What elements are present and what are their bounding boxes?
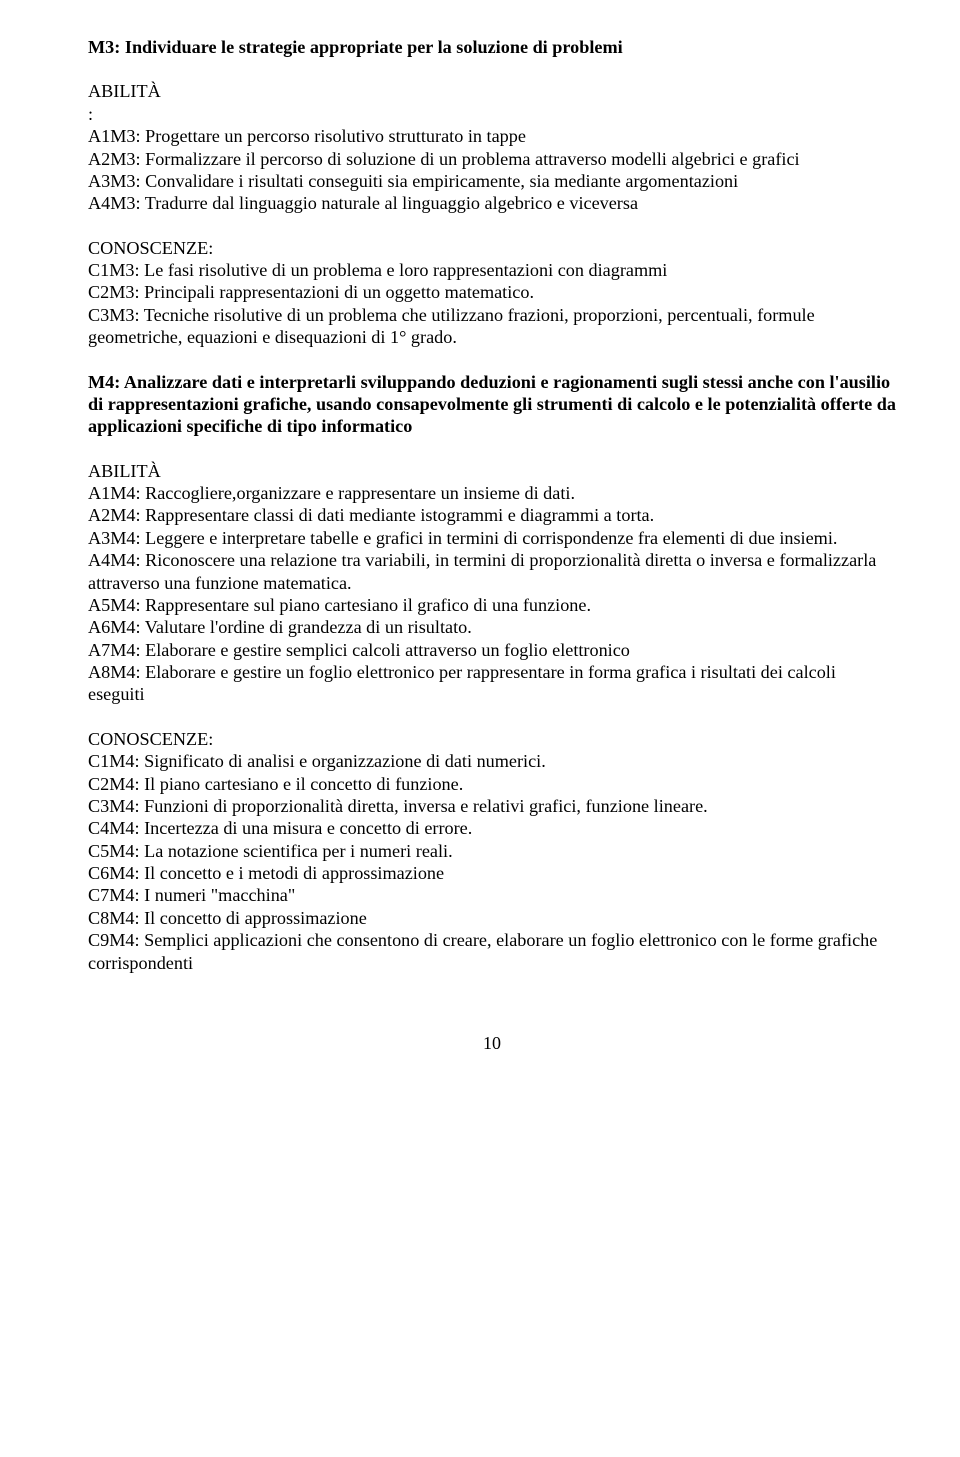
m4-abilita-label: ABILITÀ	[88, 460, 896, 482]
m3-c1: C1M3: Le fasi risolutive di un problema …	[88, 259, 896, 281]
m3-c3: C3M3: Tecniche risolutive di un problema…	[88, 304, 896, 349]
page-content: M3: Individuare le strategie appropriate…	[0, 0, 960, 1094]
m4-c7: C7M4: I numeri "macchina"	[88, 884, 896, 906]
m4-c4: C4M4: Incertezza di una misura e concett…	[88, 817, 896, 839]
m4-c2: C2M4: Il piano cartesiano e il concetto …	[88, 773, 896, 795]
m4-a5: A5M4: Rappresentare sul piano cartesiano…	[88, 594, 896, 616]
m4-c3: C3M4: Funzioni di proporzionalità dirett…	[88, 795, 896, 817]
m4-heading: M4: Analizzare dati e interpretarli svil…	[88, 371, 896, 438]
m4-c6: C6M4: Il concetto e i metodi di approssi…	[88, 862, 896, 884]
m4-a8: A8M4: Elaborare e gestire un foglio elet…	[88, 661, 896, 706]
m4-a7: A7M4: Elaborare e gestire semplici calco…	[88, 639, 896, 661]
m3-a3: A3M3: Convalidare i risultati conseguiti…	[88, 170, 896, 192]
m4-c5: C5M4: La notazione scientifica per i num…	[88, 840, 896, 862]
page-number: 10	[88, 1032, 896, 1054]
m4-conoscenze-label: CONOSCENZE:	[88, 728, 896, 750]
m4-a2: A2M4: Rappresentare classi di dati media…	[88, 504, 896, 526]
m4-a1: A1M4: Raccogliere,organizzare e rapprese…	[88, 482, 896, 504]
m3-c2: C2M3: Principali rappresentazioni di un …	[88, 281, 896, 303]
m4-a4: A4M4: Riconoscere una relazione tra vari…	[88, 549, 896, 594]
m4-c8: C8M4: Il concetto di approssimazione	[88, 907, 896, 929]
m3-a2: A2M3: Formalizzare il percorso di soluzi…	[88, 148, 896, 170]
m4-c1: C1M4: Significato di analisi e organizza…	[88, 750, 896, 772]
m3-a1: A1M3: Progettare un percorso risolutivo …	[88, 125, 896, 147]
m4-a3: A3M4: Leggere e interpretare tabelle e g…	[88, 527, 896, 549]
m3-colon: :	[88, 103, 896, 125]
m4-a6: A6M4: Valutare l'ordine di grandezza di …	[88, 616, 896, 638]
m3-a4: A4M3: Tradurre dal linguaggio naturale a…	[88, 192, 896, 214]
m4-c9: C9M4: Semplici applicazioni che consento…	[88, 929, 896, 974]
m3-heading: M3: Individuare le strategie appropriate…	[88, 36, 896, 58]
m3-abilita-label: ABILITÀ	[88, 80, 896, 102]
m3-conoscenze-label: CONOSCENZE:	[88, 237, 896, 259]
